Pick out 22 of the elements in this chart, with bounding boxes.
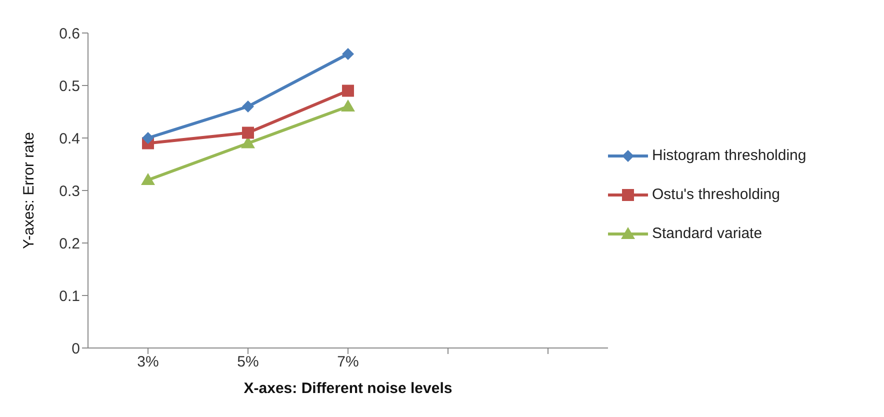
y-tick-label: 0 xyxy=(72,340,80,358)
legend-label: Histogram thresholding xyxy=(652,147,808,164)
y-tick-label: 0.4 xyxy=(59,130,80,148)
x-axis-title: X-axes: Different noise levels xyxy=(244,380,452,397)
point xyxy=(242,100,254,112)
y-tick-label: 0.5 xyxy=(59,78,80,95)
point xyxy=(341,100,355,112)
y-axis-title: Y-axes: Error rate xyxy=(20,132,38,249)
point xyxy=(142,132,154,144)
legend-label: Ostu's thresholding xyxy=(652,186,781,203)
point xyxy=(242,126,254,139)
point xyxy=(342,84,354,97)
x-tick-label: 7% xyxy=(337,354,359,371)
y-tick-label: 0.2 xyxy=(59,235,80,252)
x-tick-label: 5% xyxy=(237,354,259,371)
point xyxy=(342,48,354,60)
x-tick-label: 3% xyxy=(137,354,159,371)
point xyxy=(141,173,155,185)
y-tick-label: 0.1 xyxy=(59,288,80,305)
legend-label: Standard variate xyxy=(652,225,764,242)
y-tick-label: 0.3 xyxy=(59,182,80,200)
y-tick-label: 0.6 xyxy=(59,25,80,42)
